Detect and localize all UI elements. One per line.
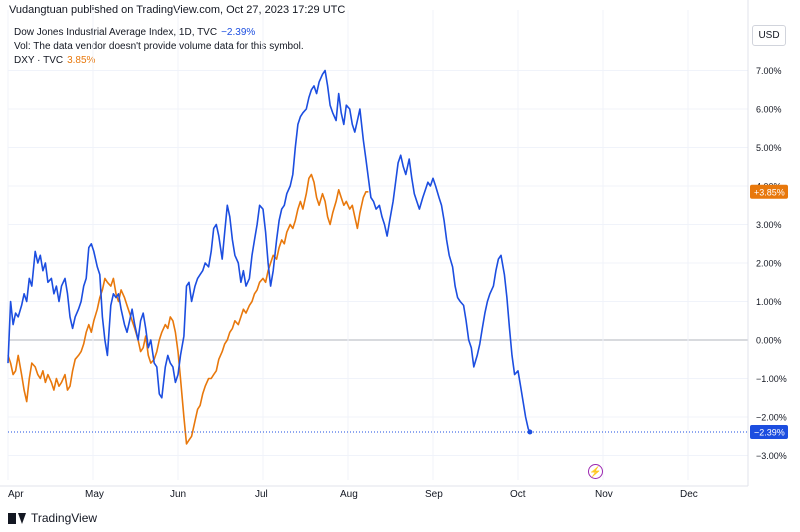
x-tick-label: May (85, 489, 104, 500)
legend-volume-note: Vol: The data vendor doesn't provide vol… (14, 41, 304, 52)
y-tick-label: 2.00% (756, 259, 782, 269)
x-tick-label: Dec (680, 489, 698, 500)
dxy-last-value-label: +3.85% (754, 187, 785, 197)
dxy-series-line (7, 173, 369, 445)
tradingview-logo-icon (8, 512, 26, 524)
y-tick-label: −2.00% (756, 413, 787, 423)
dji-last-value-label: −2.39% (754, 428, 785, 438)
dji-last-value-label-bg (750, 425, 788, 440)
chart-grid (7, 10, 748, 480)
legend-dji-label: Dow Jones Industrial Average Index, 1D, … (14, 27, 218, 38)
x-tick-label: Oct (510, 489, 526, 500)
currency-button[interactable]: USD (752, 25, 786, 46)
x-tick-label: Jul (255, 489, 268, 500)
dji-series-line (7, 69, 531, 433)
y-tick-label: 1.00% (756, 297, 782, 307)
x-tick-label: Apr (8, 489, 24, 500)
lightning-icon[interactable]: ⚡ (588, 464, 603, 479)
x-tick-label: Sep (425, 489, 443, 500)
y-tick-label: 0.00% (756, 336, 782, 346)
dji-last-point (527, 429, 533, 435)
chart-axes: 7.00%6.00%5.00%4.00%3.00%2.00%1.00%0.00%… (0, 0, 787, 500)
dxy-last-value-label-bg (750, 184, 788, 199)
y-tick-label: −3.00% (756, 451, 787, 461)
legend-dxy-change: 3.85% (67, 55, 96, 66)
x-tick-label: Jun (170, 489, 186, 500)
y-tick-label: 6.00% (756, 105, 782, 115)
x-tick-label: Nov (595, 489, 613, 500)
tradingview-footer[interactable]: TradingView (8, 511, 97, 525)
y-tick-label: −1.00% (756, 374, 787, 384)
chart-price-labels: +3.85% −2.39% (750, 184, 788, 440)
x-tick-label: Aug (340, 489, 358, 500)
legend-dxy-label: DXY · TVC (14, 55, 64, 66)
y-tick-label: 5.00% (756, 143, 782, 153)
legend-dji: Dow Jones Industrial Average Index, 1D, … (14, 27, 255, 38)
chart-series (7, 69, 748, 445)
y-tick-label: 7.00% (756, 66, 782, 76)
y-tick-label: 3.00% (756, 220, 782, 230)
legend-dji-change: −2.39% (221, 27, 256, 38)
legend-dxy: DXY · TVC 3.85% (14, 55, 95, 66)
tradingview-brand: TradingView (31, 511, 98, 525)
